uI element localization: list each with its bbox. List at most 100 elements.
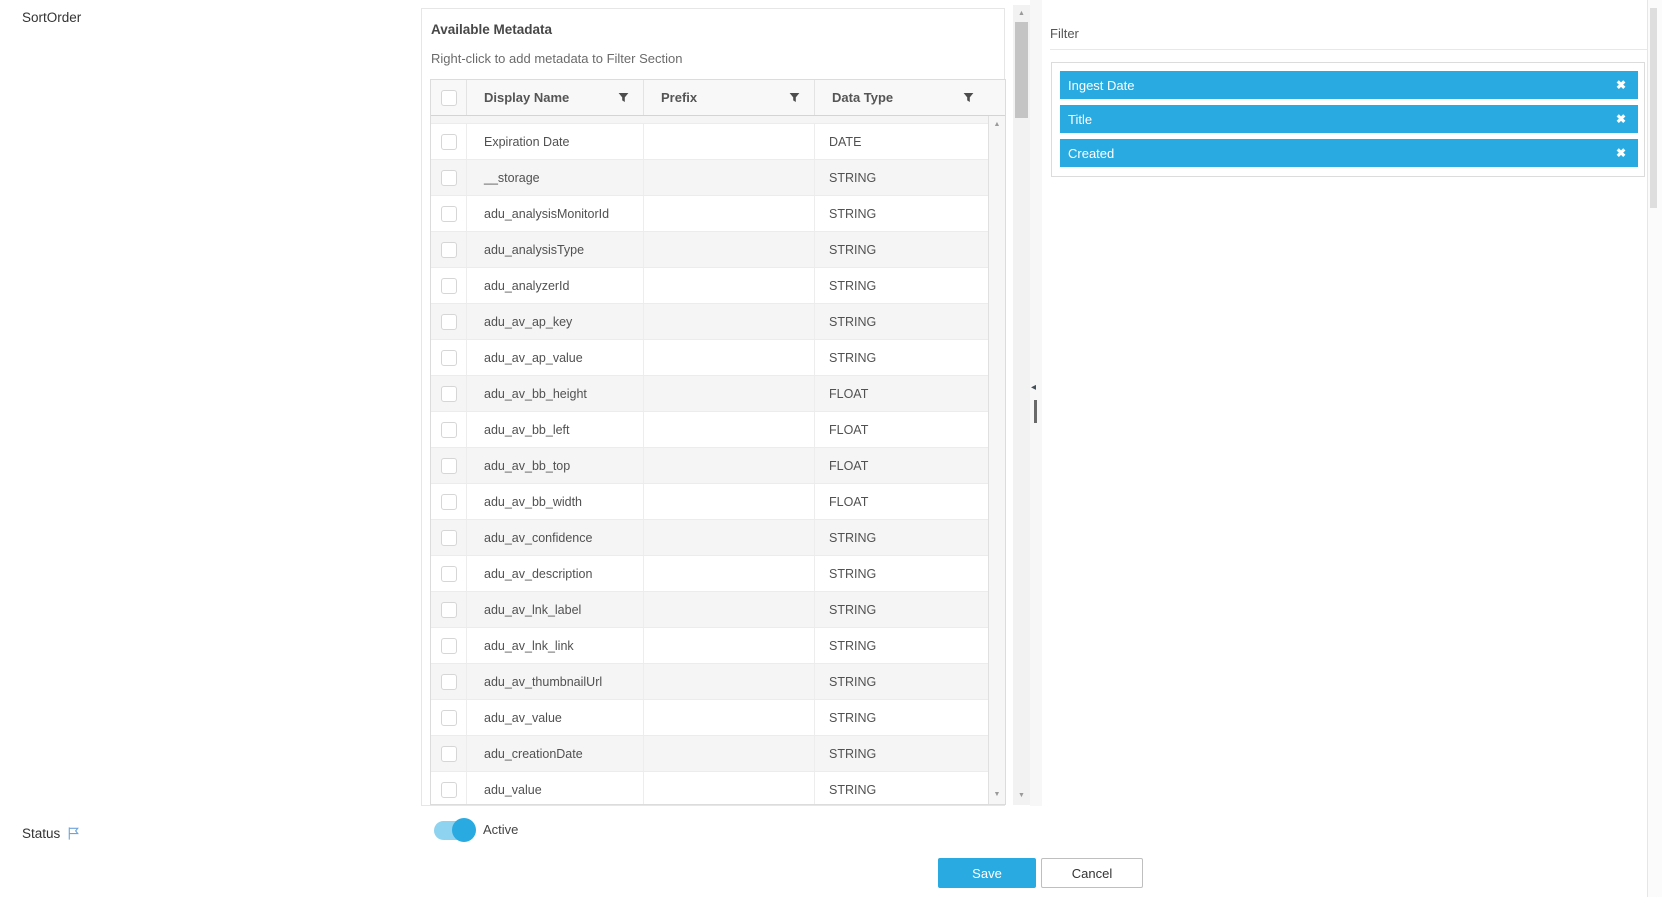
scroll-down-icon[interactable]: ▼ (1018, 792, 1025, 799)
toggle-knob (452, 818, 476, 842)
row-checkbox[interactable] (440, 709, 457, 726)
row-checkbox[interactable] (440, 673, 457, 690)
row-checkbox[interactable] (440, 781, 457, 798)
table-row[interactable]: adu_av_ap_key STRING (431, 304, 988, 340)
data-type-cell: STRING (829, 746, 877, 761)
display-name-cell: adu_av_description (467, 556, 644, 591)
panel-scrollbar[interactable]: ▲ ▼ (1013, 5, 1030, 805)
row-checkbox[interactable] (440, 565, 457, 582)
table-row[interactable]: __storage STRING (431, 160, 988, 196)
table-row[interactable]: adu_av_lnk_label STRING (431, 592, 988, 628)
panel-title: Available Metadata (431, 22, 553, 37)
table-row[interactable]: adu_analysisType STRING (431, 232, 988, 268)
row-checkbox[interactable] (440, 637, 457, 654)
prefix-cell (644, 736, 815, 771)
display-name-cell: adu_av_lnk_link (467, 628, 644, 663)
row-checkbox[interactable] (440, 277, 457, 294)
row-checkbox-cell (431, 196, 467, 231)
row-checkbox[interactable] (440, 349, 457, 366)
filter-chip-label: Created (1068, 145, 1115, 161)
data-type-cell: STRING (829, 638, 877, 653)
table-row[interactable]: adu_av_description STRING (431, 556, 988, 592)
row-checkbox-cell (431, 556, 467, 591)
row-checkbox[interactable] (440, 313, 457, 330)
filter-chip-label: Ingest Date (1068, 77, 1135, 93)
table-row[interactable]: adu_analyzerId STRING (431, 268, 988, 304)
table-row[interactable]: adu_av_lnk_link STRING (431, 628, 988, 664)
row-checkbox[interactable] (440, 421, 457, 438)
data-type-cell: STRING (829, 278, 877, 293)
table-row[interactable]: adu_av_ap_value STRING (431, 340, 988, 376)
sort-order-label: SortOrder (22, 10, 82, 25)
table-row[interactable]: adu_av_bb_width FLOAT (431, 484, 988, 520)
table-row[interactable]: adu_value STRING (431, 772, 988, 804)
column-header[interactable]: Display Name (467, 80, 644, 115)
row-checkbox[interactable] (440, 601, 457, 618)
table-row[interactable]: adu_av_thumbnailUrl STRING (431, 664, 988, 700)
remove-chip-icon[interactable]: ✖ (1615, 112, 1626, 126)
splitter-drag-handle[interactable] (1034, 400, 1037, 423)
filter-panel-title: Filter (1050, 26, 1079, 41)
row-checkbox[interactable] (440, 241, 457, 258)
table-row[interactable]: adu_analysisMonitorId STRING (431, 196, 988, 232)
prefix-cell (644, 232, 815, 267)
table-row[interactable]: adu_av_bb_top FLOAT (431, 448, 988, 484)
prefix-cell (644, 124, 815, 159)
divider (1050, 49, 1658, 50)
scroll-down-icon[interactable]: ▼ (993, 791, 1001, 798)
save-button[interactable]: Save (938, 858, 1036, 888)
display-name-cell: adu_av_lnk_label (467, 592, 644, 627)
row-checkbox[interactable] (440, 205, 457, 222)
prefix-cell (644, 556, 815, 591)
select-all-checkbox[interactable] (440, 89, 457, 106)
page-scrollbar[interactable] (1647, 0, 1662, 897)
prefix-cell (644, 412, 815, 447)
display-name-cell: adu_av_bb_left (467, 412, 644, 447)
table-row[interactable]: adu_av_bb_left FLOAT (431, 412, 988, 448)
scrollbar-thumb[interactable] (1650, 8, 1657, 208)
row-checkbox[interactable] (440, 745, 457, 762)
data-type-cell: DATE (829, 134, 862, 149)
table-row[interactable]: adu_av_bb_height FLOAT (431, 376, 988, 412)
data-type-cell: FLOAT (829, 494, 869, 509)
filter-funnel-icon[interactable] (617, 91, 630, 104)
row-checkbox[interactable] (440, 493, 457, 510)
table-row[interactable]: adu_av_confidence STRING (431, 520, 988, 556)
table-row[interactable]: Expiration Date DATE (431, 124, 988, 160)
row-checkbox-cell (431, 628, 467, 663)
scrollbar-thumb[interactable] (1015, 22, 1028, 118)
filter-chip[interactable]: Created ✖ (1060, 139, 1638, 167)
display-name-cell: adu_av_bb_top (467, 448, 644, 483)
remove-chip-icon[interactable]: ✖ (1615, 78, 1626, 92)
status-toggle[interactable] (434, 818, 476, 842)
row-checkbox[interactable] (440, 385, 457, 402)
display-name-cell: adu_av_bb_width (467, 484, 644, 519)
filter-chip[interactable]: Title ✖ (1060, 105, 1638, 133)
prefix-cell (644, 484, 815, 519)
scroll-up-icon[interactable]: ▲ (1018, 10, 1025, 17)
data-type-cell: FLOAT (829, 422, 869, 437)
scroll-up-icon[interactable]: ▲ (993, 121, 1001, 128)
data-type-cell: STRING (829, 314, 877, 329)
row-checkbox-cell (431, 736, 467, 771)
filter-chip[interactable]: Ingest Date ✖ (1060, 71, 1638, 99)
row-checkbox[interactable] (440, 169, 457, 186)
cancel-button[interactable]: Cancel (1041, 858, 1143, 888)
row-checkbox[interactable] (440, 457, 457, 474)
partially-visible-row (431, 116, 988, 124)
collapse-left-icon[interactable]: ◂ (1031, 382, 1037, 393)
panel-splitter[interactable]: ◂ (1030, 0, 1042, 806)
remove-chip-icon[interactable]: ✖ (1615, 146, 1626, 160)
grid-scrollbar[interactable]: ▲ ▼ (988, 116, 1005, 804)
filter-funnel-icon[interactable] (788, 91, 801, 104)
column-header[interactable]: Data Type (815, 80, 988, 115)
display-name-cell: adu_value (467, 772, 644, 804)
metadata-grid: Display Name Prefix Data Type (430, 79, 1006, 805)
row-checkbox[interactable] (440, 133, 457, 150)
column-header[interactable]: Prefix (644, 80, 815, 115)
table-row[interactable]: adu_av_value STRING (431, 700, 988, 736)
filter-funnel-icon[interactable] (962, 91, 975, 104)
table-row[interactable]: adu_creationDate STRING (431, 736, 988, 772)
row-checkbox[interactable] (440, 529, 457, 546)
display-name-cell: adu_av_ap_value (467, 340, 644, 375)
